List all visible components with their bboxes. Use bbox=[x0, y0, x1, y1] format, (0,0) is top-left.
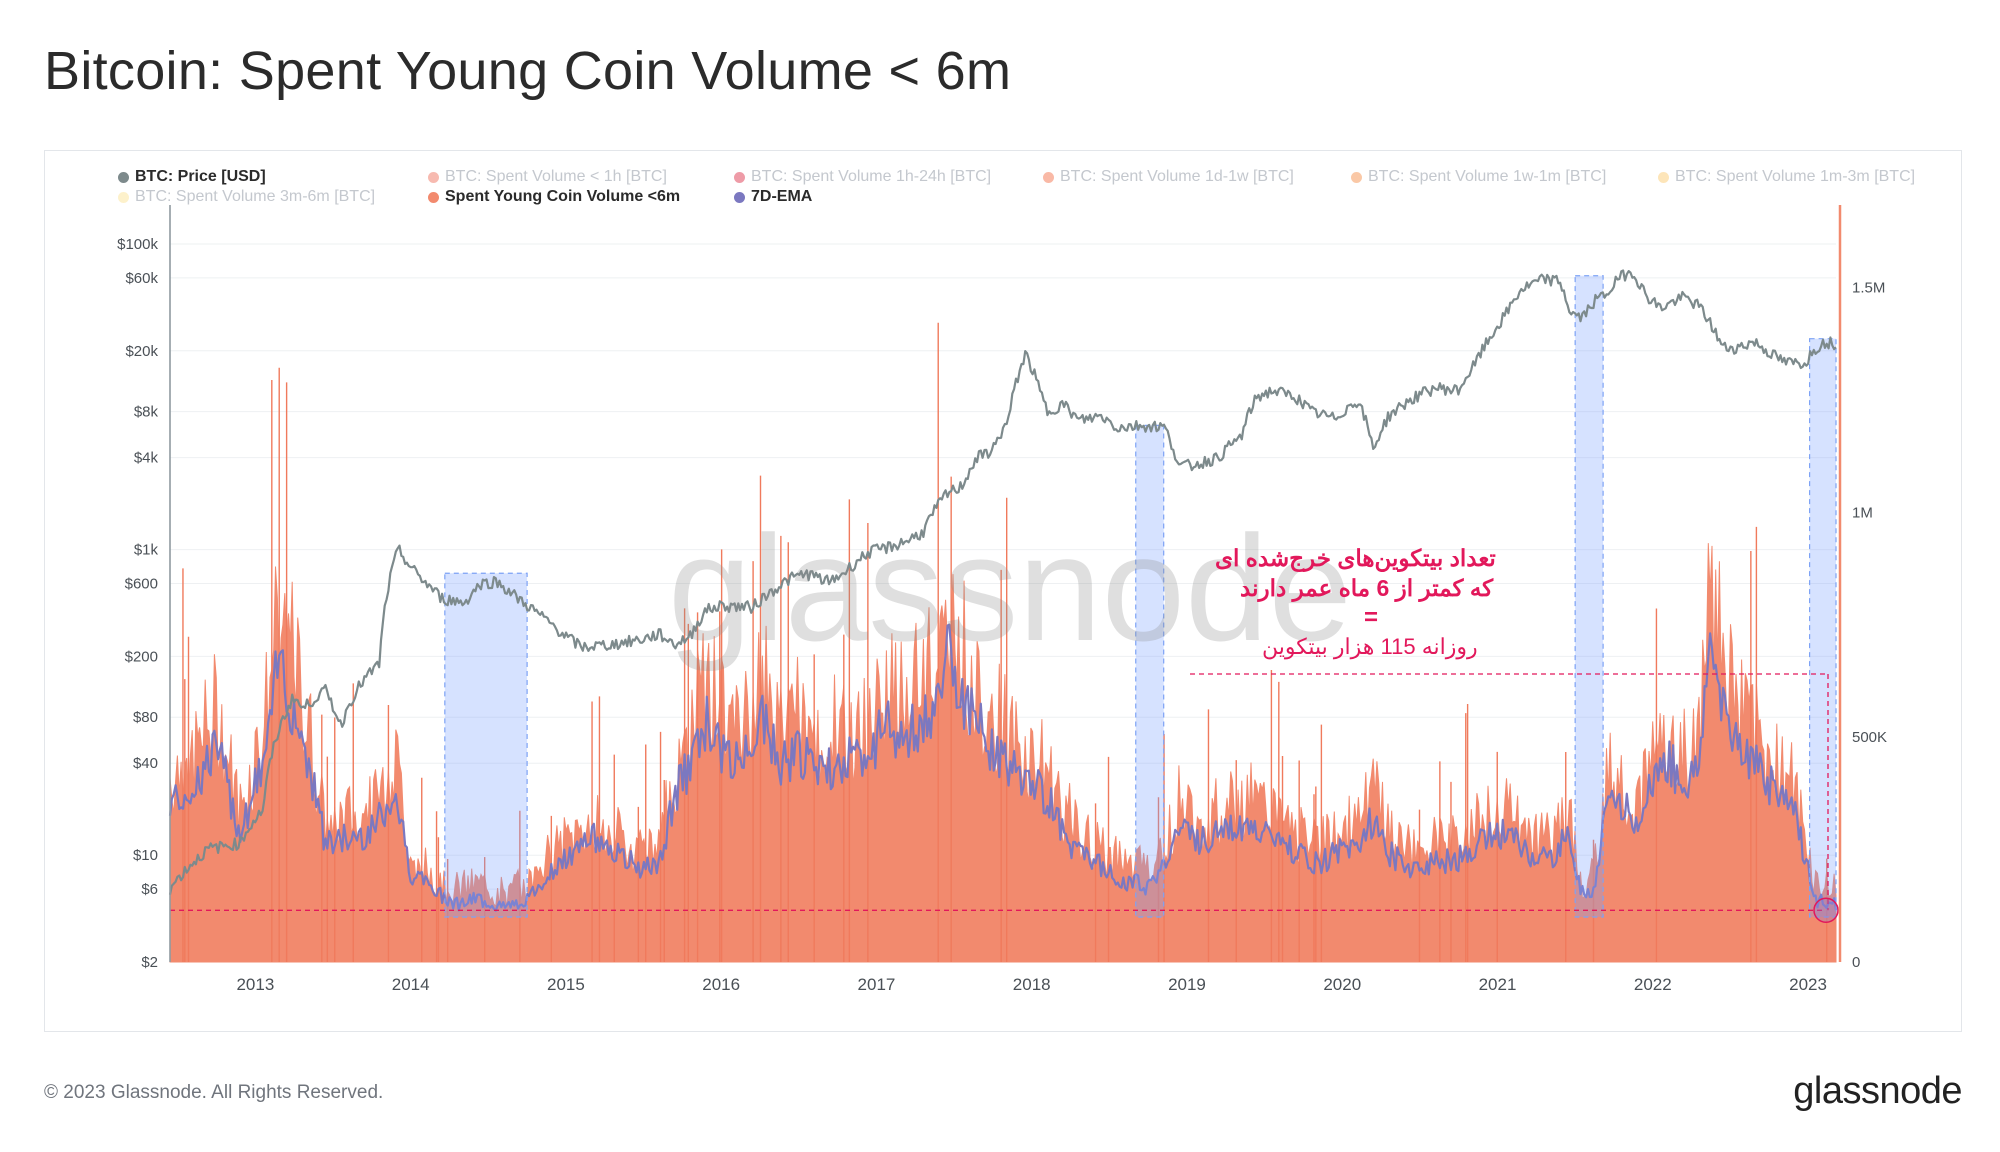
y-right-tick-label: 500K bbox=[1852, 729, 1887, 746]
legend-item[interactable]: BTC: Spent Volume 1h-24h [BTC] bbox=[734, 168, 991, 186]
legend-dot-icon bbox=[118, 191, 129, 203]
highlight-band bbox=[444, 572, 528, 918]
ema-line bbox=[168, 623, 1838, 912]
x-tick-label: 2021 bbox=[1479, 975, 1517, 994]
y-right-tick-label: 1.5M bbox=[1852, 279, 1885, 296]
legend-label: 7D-EMA bbox=[751, 188, 813, 205]
y-left-tick-label: $200 bbox=[125, 648, 158, 665]
legend-dot-icon bbox=[428, 171, 439, 183]
highlight-band bbox=[1574, 275, 1604, 918]
x-tick-label: 2013 bbox=[236, 975, 274, 994]
annotation-line-3: روزانه 115 هزار بیتکوین bbox=[1262, 634, 1478, 659]
page-title: Bitcoin: Spent Young Coin Volume < 6m bbox=[44, 41, 1012, 101]
legend-item[interactable]: BTC: Spent Volume < 1h [BTC] bbox=[428, 168, 667, 186]
legend-label: BTC: Spent Volume 1m-3m [BTC] bbox=[1675, 168, 1916, 185]
x-tick-label: 2017 bbox=[858, 975, 896, 994]
x-tick-label: 2015 bbox=[547, 975, 585, 994]
highlight-band bbox=[1135, 424, 1165, 918]
legend-dot-icon bbox=[1043, 171, 1054, 183]
highlight-marker bbox=[1813, 897, 1839, 924]
legend-dot-icon bbox=[1351, 171, 1362, 183]
annotation-line-2: که کمتر از 6 ماه عمر دارند bbox=[1240, 575, 1494, 601]
legend-dot-icon bbox=[734, 171, 745, 183]
legend-label: BTC: Price [USD] bbox=[135, 168, 266, 185]
y-left-tick-label: $80 bbox=[133, 709, 158, 726]
x-tick-label: 2022 bbox=[1634, 975, 1672, 994]
y-right-tick-label: 1M bbox=[1852, 504, 1873, 521]
chart-panel bbox=[44, 150, 1962, 1032]
y-left-tick-label: $8k bbox=[134, 404, 159, 421]
y-left-tick-label: $4k bbox=[134, 450, 159, 467]
legend-dot-icon bbox=[428, 191, 439, 203]
legend-label: BTC: Spent Volume 1h-24h [BTC] bbox=[751, 168, 992, 185]
price-line bbox=[168, 269, 1837, 895]
y-left-tick-label: $20k bbox=[125, 343, 158, 360]
y-left-tick-label: $1k bbox=[134, 542, 159, 559]
y-left-tick-label: $100k bbox=[117, 236, 158, 253]
legend-item[interactable]: BTC: Price [USD] bbox=[118, 168, 266, 186]
x-tick-label: 2023 bbox=[1789, 975, 1827, 994]
legend-label: Spent Young Coin Volume <6m bbox=[445, 188, 681, 205]
x-tick-label: 2020 bbox=[1323, 975, 1361, 994]
x-tick-label: 2018 bbox=[1013, 975, 1051, 994]
y-left-tick-label: $40 bbox=[133, 755, 158, 772]
x-tick-label: 2016 bbox=[702, 975, 740, 994]
legend-item[interactable]: BTC: Spent Volume 1m-3m [BTC] bbox=[1658, 168, 1915, 186]
y-left-tick-label: $2 bbox=[141, 954, 158, 971]
y-left-tick-label: $600 bbox=[125, 575, 158, 592]
legend-dot-icon bbox=[734, 191, 745, 203]
footer-logo[interactable]: glassnode bbox=[1793, 1070, 1962, 1112]
y-left-tick-label: $6 bbox=[141, 881, 158, 898]
annotation-equals: = bbox=[1364, 604, 1379, 631]
watermark: glassnode bbox=[668, 504, 1352, 672]
annotation-line-1: تعداد بیتکوین‌های خرج‌شده ای bbox=[1215, 545, 1496, 571]
legend-item[interactable]: BTC: Spent Volume 1d-1w [BTC] bbox=[1043, 168, 1294, 186]
y-left-tick-label: $10 bbox=[133, 847, 158, 864]
x-tick-label: 2019 bbox=[1168, 975, 1206, 994]
legend-label: BTC: Spent Volume < 1h [BTC] bbox=[445, 168, 667, 185]
legend-label: BTC: Spent Volume 3m-6m [BTC] bbox=[135, 188, 376, 205]
y-right-tick-label: 0 bbox=[1852, 954, 1860, 971]
legend-item[interactable]: Spent Young Coin Volume <6m bbox=[428, 188, 680, 206]
x-tick-label: 2014 bbox=[392, 975, 430, 994]
legend-dot-icon bbox=[1658, 171, 1669, 183]
legend-item[interactable]: 7D-EMA bbox=[734, 188, 812, 206]
legend-label: BTC: Spent Volume 1d-1w [BTC] bbox=[1060, 168, 1294, 185]
legend-item[interactable]: BTC: Spent Volume 3m-6m [BTC] bbox=[118, 188, 375, 206]
legend-dot-icon bbox=[118, 171, 129, 183]
footer-copyright: © 2023 Glassnode. All Rights Reserved. bbox=[44, 1082, 384, 1103]
legend-item[interactable]: BTC: Spent Volume 1w-1m [BTC] bbox=[1351, 168, 1606, 186]
y-left-tick-label: $60k bbox=[125, 270, 158, 287]
highlight-band bbox=[1809, 338, 1837, 918]
legend-label: BTC: Spent Volume 1w-1m [BTC] bbox=[1368, 168, 1607, 185]
